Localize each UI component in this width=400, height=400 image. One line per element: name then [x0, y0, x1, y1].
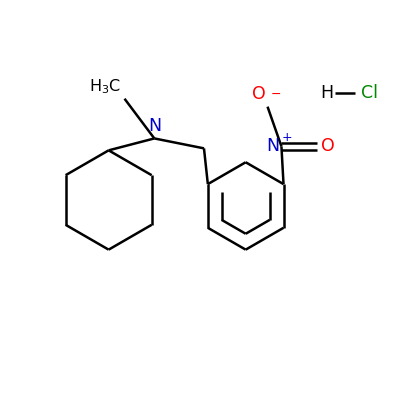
- Text: Cl: Cl: [361, 84, 378, 102]
- Text: H: H: [320, 84, 333, 102]
- Text: H$_3$C: H$_3$C: [89, 77, 121, 96]
- Text: N: N: [148, 117, 161, 135]
- Text: N: N: [266, 137, 280, 155]
- Text: O: O: [321, 137, 335, 155]
- Text: O: O: [252, 86, 266, 104]
- Text: +: +: [281, 131, 292, 144]
- Text: −: −: [270, 88, 281, 100]
